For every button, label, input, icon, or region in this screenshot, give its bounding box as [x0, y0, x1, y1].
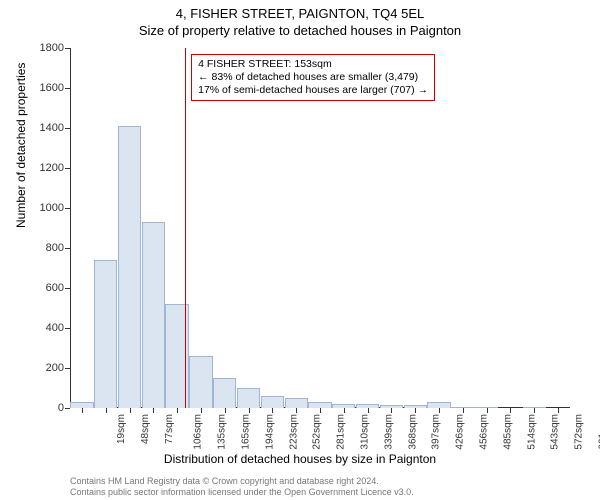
annotation-line1: 4 FISHER STREET: 153sqm	[198, 58, 428, 71]
y-tick-label: 1000	[24, 202, 64, 214]
x-tick-mark	[463, 408, 464, 413]
annotation-line3: 17% of semi-detached houses are larger (…	[198, 84, 428, 97]
x-tick-mark	[272, 408, 273, 413]
histogram-bar	[237, 388, 260, 408]
chart-plot-area: 02004006008001000120014001600180019sqm48…	[70, 48, 570, 408]
histogram-bar	[94, 260, 117, 408]
x-tick-label: 135sqm	[217, 414, 228, 450]
y-tick-mark	[65, 88, 70, 89]
x-tick-label: 310sqm	[360, 414, 371, 450]
x-tick-mark	[558, 408, 559, 413]
y-tick-mark	[65, 368, 70, 369]
histogram-bar	[261, 396, 284, 408]
histogram-bar	[142, 222, 165, 408]
y-tick-label: 1600	[24, 82, 64, 94]
y-tick-label: 1400	[24, 122, 64, 134]
footer-line2: Contains public sector information licen…	[70, 487, 414, 498]
x-tick-mark	[510, 408, 511, 413]
y-tick-label: 400	[24, 322, 64, 334]
y-tick-mark	[65, 48, 70, 49]
y-tick-label: 1200	[24, 162, 64, 174]
y-tick-label: 600	[24, 282, 64, 294]
x-tick-label: 339sqm	[383, 414, 394, 450]
annotation-line2: ← 83% of detached houses are smaller (3,…	[198, 71, 428, 84]
x-tick-mark	[177, 408, 178, 413]
x-tick-mark	[106, 408, 107, 413]
y-tick-mark	[65, 128, 70, 129]
x-tick-mark	[296, 408, 297, 413]
x-tick-mark	[439, 408, 440, 413]
x-tick-mark	[487, 408, 488, 413]
y-tick-label: 1800	[24, 42, 64, 54]
x-tick-label: 543sqm	[550, 414, 561, 450]
y-tick-mark	[65, 288, 70, 289]
x-tick-label: 223sqm	[288, 414, 299, 450]
x-tick-label: 48sqm	[140, 414, 151, 444]
histogram-bar	[213, 378, 236, 408]
y-axis-line	[70, 48, 71, 408]
y-tick-label: 200	[24, 362, 64, 374]
x-tick-mark	[415, 408, 416, 413]
chart-title-sub: Size of property relative to detached ho…	[0, 21, 600, 38]
x-axis-title: Distribution of detached houses by size …	[0, 452, 600, 466]
x-tick-label: 165sqm	[241, 414, 252, 450]
x-tick-label: 426sqm	[455, 414, 466, 450]
chart-title-main: 4, FISHER STREET, PAIGNTON, TQ4 5EL	[0, 0, 600, 21]
y-tick-label: 800	[24, 242, 64, 254]
y-tick-mark	[65, 328, 70, 329]
x-tick-mark	[534, 408, 535, 413]
y-tick-mark	[65, 408, 70, 409]
y-tick-mark	[65, 168, 70, 169]
x-tick-label: 485sqm	[502, 414, 513, 450]
property-marker-line	[185, 48, 186, 408]
x-tick-label: 368sqm	[407, 414, 418, 450]
x-tick-label: 77sqm	[164, 414, 175, 444]
footer-line1: Contains HM Land Registry data © Crown c…	[70, 476, 414, 487]
annotation-box: 4 FISHER STREET: 153sqm← 83% of detached…	[191, 54, 435, 101]
x-tick-mark	[344, 408, 345, 413]
histogram-bar	[285, 398, 308, 408]
x-tick-label: 106sqm	[193, 414, 204, 450]
x-tick-mark	[249, 408, 250, 413]
y-tick-label: 0	[24, 402, 64, 414]
x-tick-label: 456sqm	[479, 414, 490, 450]
histogram-bar	[118, 126, 141, 408]
x-tick-mark	[225, 408, 226, 413]
x-tick-label: 252sqm	[312, 414, 323, 450]
x-tick-mark	[130, 408, 131, 413]
x-tick-label: 572sqm	[574, 414, 585, 450]
x-tick-label: 514sqm	[526, 414, 537, 450]
x-tick-mark	[201, 408, 202, 413]
x-tick-label: 397sqm	[431, 414, 442, 450]
y-tick-mark	[65, 208, 70, 209]
x-tick-mark	[153, 408, 154, 413]
y-tick-mark	[65, 248, 70, 249]
x-tick-mark	[368, 408, 369, 413]
x-tick-label: 281sqm	[336, 414, 347, 450]
x-tick-mark	[320, 408, 321, 413]
x-tick-label: 194sqm	[264, 414, 275, 450]
x-tick-mark	[391, 408, 392, 413]
footer-attribution: Contains HM Land Registry data © Crown c…	[70, 476, 414, 498]
x-tick-label: 19sqm	[116, 414, 127, 444]
x-tick-mark	[82, 408, 83, 413]
histogram-bar	[189, 356, 212, 408]
